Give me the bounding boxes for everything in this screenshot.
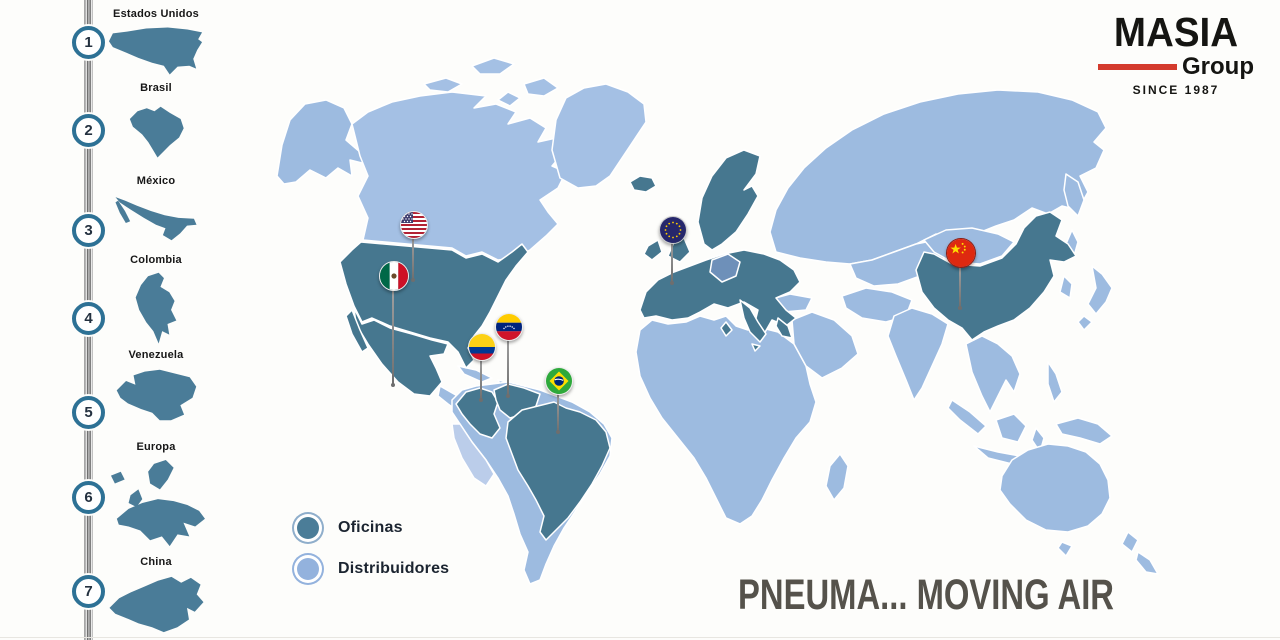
sidebar-item-europa: Europa: [96, 441, 216, 552]
colombia-flag-icon: [468, 333, 496, 361]
sidebar-number-6: 6: [72, 481, 105, 514]
sidebar-number-3: 3: [72, 214, 105, 247]
map-italy: [739, 299, 767, 343]
map-philippines: [1047, 361, 1063, 403]
map-legend: Oficinas Distribuidores: [294, 514, 449, 596]
map-arabia: [791, 311, 859, 379]
sidebar-number-4: 4: [72, 302, 105, 335]
badge-number: 7: [84, 583, 93, 600]
legend-office-label: Oficinas: [338, 519, 403, 536]
pin-europe-stick: [670, 242, 674, 285]
map-new-guinea: [1055, 417, 1113, 445]
eu-flag-icon: [659, 216, 687, 244]
mexico-silhouette-icon: [115, 197, 197, 241]
pin-brazil: [545, 367, 573, 434]
map-africa: [635, 315, 817, 525]
badge-number: 3: [84, 222, 93, 239]
sidebar-item-venezuela: Venezuela: [96, 349, 216, 424]
map-canada: [351, 91, 567, 261]
sidebar-number-7: 7: [72, 575, 105, 608]
map-scandinavia: [697, 149, 761, 251]
sidebar-number-2: 2: [72, 114, 105, 147]
sidebar-item-mexico: México: [96, 175, 216, 242]
map-japan: [1087, 265, 1113, 315]
pin-venezuela-stick: [506, 339, 510, 398]
map-india: [887, 307, 949, 401]
sidebar-item-brasil: Brasil: [96, 82, 216, 159]
map-madagascar: [825, 453, 849, 501]
mexico-flag-icon: [379, 261, 409, 291]
distributor-dot-icon: [297, 558, 319, 580]
sidebar-item-label: Estados Unidos: [113, 8, 199, 20]
map-peru: [451, 423, 495, 487]
office-dot-icon: [297, 517, 319, 539]
logo-since-text: SINCE 1987: [1132, 83, 1220, 97]
map-germany: [709, 253, 741, 283]
europe-silhouette-icon: [110, 459, 205, 547]
usa-silhouette-icon: [108, 27, 203, 75]
colombia-silhouette-icon: [135, 272, 177, 344]
map-iceland: [629, 175, 657, 193]
badge-number: 4: [84, 310, 93, 327]
map-greenland: [551, 83, 647, 189]
sidebar-item-label: Brasil: [140, 82, 172, 94]
venezuela-silhouette-icon: [116, 369, 197, 421]
logo-red-bar: [1098, 64, 1177, 70]
map-new-zealand: [1121, 531, 1139, 553]
pin-colombia: [468, 333, 496, 402]
pin-colombia-stick: [479, 359, 483, 402]
legend-item-oficinas: Oficinas: [294, 514, 449, 542]
sidebar-item-label: China: [140, 556, 172, 568]
brazil-flag-icon: [545, 367, 573, 395]
map-australia: [999, 443, 1111, 533]
map-colombia: [455, 387, 501, 439]
badge-number: 1: [84, 34, 93, 51]
pin-usa-stick: [411, 237, 415, 282]
legend-item-distribuidores: Distribuidores: [294, 555, 449, 583]
sidebar-item-label: México: [136, 175, 176, 187]
map-indochina: [965, 335, 1021, 413]
us-flag-icon: [400, 211, 428, 239]
pin-europe: [659, 216, 687, 285]
bottom-divider: [0, 637, 1280, 638]
badge-number: 6: [84, 489, 93, 506]
masia-group-logo: MASIA Group SINCE 1987: [1098, 12, 1254, 97]
sidebar-item-colombia: Colombia: [96, 254, 216, 347]
tagline: PNEUMA... MOVING AIR: [738, 570, 1114, 619]
sidebar-number-5: 5: [72, 396, 105, 429]
sidebar-item-label: Europa: [136, 441, 176, 453]
brazil-silhouette-icon: [129, 106, 184, 158]
map-caribbean: [457, 365, 493, 383]
map-mexico: [353, 307, 449, 397]
pin-china: [946, 238, 976, 310]
pin-mexico-stick: [391, 289, 395, 387]
badge-number: 2: [84, 122, 93, 139]
china-silhouette-icon: [109, 576, 204, 633]
sidebar-item-label: Colombia: [130, 254, 182, 266]
map-china: [915, 211, 1077, 341]
sidebar-item-estados-unidos: Estados Unidos: [96, 8, 216, 77]
sidebar-item-label: Venezuela: [128, 349, 184, 361]
sidebar-item-china: China: [96, 556, 216, 635]
sidebar-number-1: 1: [72, 26, 105, 59]
venezuela-flag-icon: [495, 313, 523, 341]
pin-usa: [400, 211, 428, 282]
pin-mexico: [379, 261, 409, 387]
pin-brazil-stick: [556, 393, 560, 434]
map-brazil: [505, 401, 611, 541]
logo-group-text: Group: [1182, 53, 1254, 80]
pin-china-stick: [958, 266, 962, 310]
logo-brand-name: MASIA: [1113, 9, 1239, 55]
pin-venezuela: [495, 313, 523, 398]
legend-distributor-label: Distribuidores: [338, 560, 450, 577]
map-europe: [639, 249, 801, 335]
badge-number: 5: [84, 404, 93, 421]
china-flag-icon: [946, 238, 976, 268]
map-korea: [1059, 275, 1073, 299]
